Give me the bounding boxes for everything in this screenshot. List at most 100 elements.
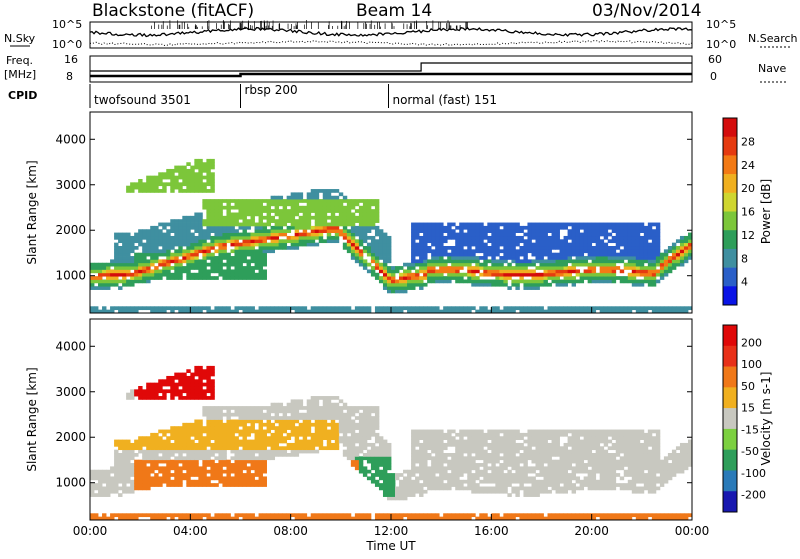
heatmap-cell xyxy=(343,196,347,200)
heatmap-cell xyxy=(218,513,222,517)
heatmap-cell xyxy=(648,280,652,284)
heatmap-cell xyxy=(190,263,194,267)
heatmap-cell xyxy=(636,253,640,257)
heatmap-cell xyxy=(190,393,194,397)
heatmap-cell xyxy=(303,446,307,450)
heatmap-cell xyxy=(355,463,359,467)
heatmap-cell xyxy=(158,263,162,267)
heatmap-cell xyxy=(218,256,222,260)
heatmap-cell xyxy=(166,379,170,383)
heatmap-cell xyxy=(247,269,251,273)
heatmap-cell xyxy=(531,487,535,491)
heatmap-cell xyxy=(515,239,519,243)
heatmap-cell xyxy=(178,276,182,280)
heatmap-cell xyxy=(556,269,560,273)
heatmap-cell xyxy=(676,259,680,263)
heatmap-cell xyxy=(431,513,435,517)
heatmap-cell xyxy=(415,456,419,460)
heatmap-cell xyxy=(355,440,359,444)
heatmap-cell xyxy=(162,226,166,230)
heatmap-cell xyxy=(182,389,186,393)
heatmap-cell xyxy=(206,202,210,206)
heatmap-cell xyxy=(178,426,182,430)
heatmap-cell xyxy=(122,253,126,257)
heatmap-cell xyxy=(170,229,174,233)
heatmap-cell xyxy=(463,446,467,450)
heatmap-cell xyxy=(535,286,539,290)
heatmap-cell xyxy=(198,480,202,484)
heatmap-cell xyxy=(351,453,355,457)
heatmap-cell xyxy=(202,480,206,484)
heatmap-cell xyxy=(644,266,648,270)
heatmap-cell xyxy=(527,280,531,284)
heatmap-cell xyxy=(182,256,186,260)
heatmap-cell xyxy=(202,169,206,173)
heatmap-cell xyxy=(331,306,335,310)
heatmap-cell xyxy=(114,443,118,447)
heatmap-cell xyxy=(162,460,166,464)
heatmap-cell xyxy=(527,433,531,437)
heatmap-cell xyxy=(335,233,339,237)
heatmap-cell xyxy=(523,446,527,450)
heatmap-cell xyxy=(194,213,198,217)
heatmap-cell xyxy=(158,306,162,310)
heatmap-cell xyxy=(475,283,479,287)
heatmap-cell xyxy=(660,306,664,310)
heatmap-cell xyxy=(90,263,94,267)
heatmap-cell xyxy=(620,269,624,273)
heatmap-cell xyxy=(363,226,367,230)
heatmap-cell xyxy=(499,470,503,474)
heatmap-cell xyxy=(255,473,259,477)
heatmap-cell xyxy=(287,239,291,243)
heatmap-cell xyxy=(247,236,251,240)
heatmap-cell xyxy=(387,466,391,470)
heatmap-cell xyxy=(347,249,351,253)
heatmap-cell xyxy=(190,266,194,270)
heatmap-cell xyxy=(170,480,174,484)
heatmap-cell xyxy=(451,269,455,273)
heatmap-cell xyxy=(319,430,323,434)
heatmap-cell xyxy=(499,440,503,444)
heatmap-cell xyxy=(447,430,451,434)
heatmap-cell xyxy=(411,223,415,227)
heatmap-cell xyxy=(194,229,198,233)
heatmap-cell xyxy=(247,223,251,227)
heatmap-cell xyxy=(451,456,455,460)
heatmap-cell xyxy=(411,470,415,474)
heatmap-cell xyxy=(576,233,580,237)
heatmap-cell xyxy=(676,246,680,250)
heatmap-cell xyxy=(363,420,367,424)
heatmap-cell xyxy=(142,436,146,440)
heatmap-cell xyxy=(154,483,158,487)
heatmap-cell xyxy=(539,283,543,287)
heatmap-cell xyxy=(230,226,234,230)
heatmap-cell xyxy=(511,229,515,233)
heatmap-cell xyxy=(616,229,620,233)
heatmap-cell xyxy=(150,443,154,447)
heatmap-cell xyxy=(315,443,319,447)
heatmap-cell xyxy=(202,473,206,477)
heatmap-cell xyxy=(134,256,138,260)
heatmap-cell xyxy=(331,406,335,410)
heatmap-cell xyxy=(307,440,311,444)
heatmap-cell xyxy=(222,433,226,437)
heatmap-cell xyxy=(210,433,214,437)
heatmap-cell xyxy=(114,253,118,257)
heatmap-cell xyxy=(511,436,515,440)
heatmap-cell xyxy=(202,239,206,243)
heatmap-cell xyxy=(479,243,483,247)
heatmap-cell xyxy=(122,263,126,267)
heatmap-cell xyxy=(343,226,347,230)
heatmap-cell xyxy=(519,470,523,474)
heatmap-cell xyxy=(134,182,138,186)
heatmap-cell xyxy=(383,283,387,287)
heatmap-cell xyxy=(238,480,242,484)
heatmap-cell xyxy=(475,280,479,284)
heatmap-cell xyxy=(644,246,648,250)
colorbar-swatch xyxy=(723,137,737,156)
heatmap-cell xyxy=(628,223,632,227)
heatmap-cell xyxy=(126,186,130,190)
heatmap-cell xyxy=(367,409,371,413)
heatmap-cell xyxy=(267,209,271,213)
heatmap-cell xyxy=(267,436,271,440)
